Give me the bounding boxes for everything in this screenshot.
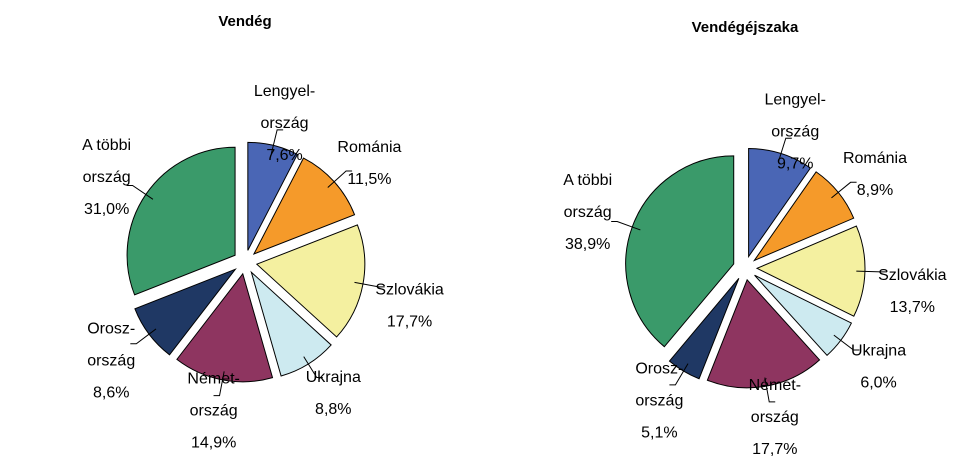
- leader-line: [327, 170, 353, 188]
- leader-line: [354, 281, 385, 288]
- slice-label: Románia: [843, 150, 907, 167]
- leader-line: [764, 377, 776, 403]
- slice-label: Ukrajna: [306, 369, 361, 386]
- slice-label: ország: [771, 124, 819, 141]
- value-label: 38,9%: [565, 236, 610, 253]
- slice-label: Német-: [749, 377, 801, 394]
- slice-label: Szlovákia: [375, 281, 444, 298]
- slice-label: ország: [261, 115, 309, 132]
- slice-label: Orosz-: [87, 320, 135, 337]
- value-label: 6,0%: [860, 375, 896, 392]
- leader-line: [669, 363, 689, 386]
- value-label: 8,9%: [857, 182, 893, 199]
- slice-label: Szlovákia: [878, 267, 947, 284]
- leader-line: [126, 184, 154, 200]
- value-label: 17,7%: [387, 313, 432, 330]
- leader-line: [833, 334, 860, 351]
- leader-line: [856, 270, 887, 273]
- value-label: 9,7%: [777, 156, 813, 173]
- slice-label: ország: [83, 169, 131, 186]
- slice-label: ország: [751, 409, 799, 426]
- value-label: 8,8%: [315, 401, 351, 418]
- slice-label: Orosz-: [635, 360, 683, 377]
- slice-label: Német-: [187, 371, 239, 388]
- leader-line: [831, 181, 857, 199]
- leader-line: [270, 129, 284, 154]
- slice-label: Lengyel-: [254, 83, 315, 100]
- slice-label: Románia: [337, 139, 401, 156]
- slice-label: ország: [564, 204, 612, 221]
- chart-title: Vendég: [218, 13, 271, 30]
- leader-line: [611, 221, 641, 231]
- slice-label: Lengyel-: [765, 92, 826, 109]
- value-label: 8,6%: [93, 384, 129, 401]
- chart-title: Vendégéjszaka: [692, 19, 799, 36]
- value-label: 14,9%: [191, 435, 236, 452]
- slice-label: ország: [635, 392, 683, 409]
- pie-slice: [126, 146, 236, 296]
- value-label: 11,5%: [347, 171, 391, 188]
- value-label: 5,1%: [641, 424, 677, 441]
- value-label: 13,7%: [890, 299, 935, 316]
- value-label: 7,6%: [266, 147, 302, 164]
- leader-line: [130, 328, 157, 345]
- leader-line: [777, 137, 792, 162]
- slice-label: ország: [87, 352, 135, 369]
- value-label: 31,0%: [84, 201, 129, 218]
- slice-label: A többi: [82, 137, 131, 154]
- leader-line: [303, 356, 323, 379]
- leader-line: [213, 371, 225, 397]
- slice-label: Ukrajna: [851, 343, 906, 360]
- value-label: 17,7%: [752, 441, 797, 458]
- slice-label: ország: [190, 403, 238, 420]
- slice-label: A többi: [563, 172, 612, 189]
